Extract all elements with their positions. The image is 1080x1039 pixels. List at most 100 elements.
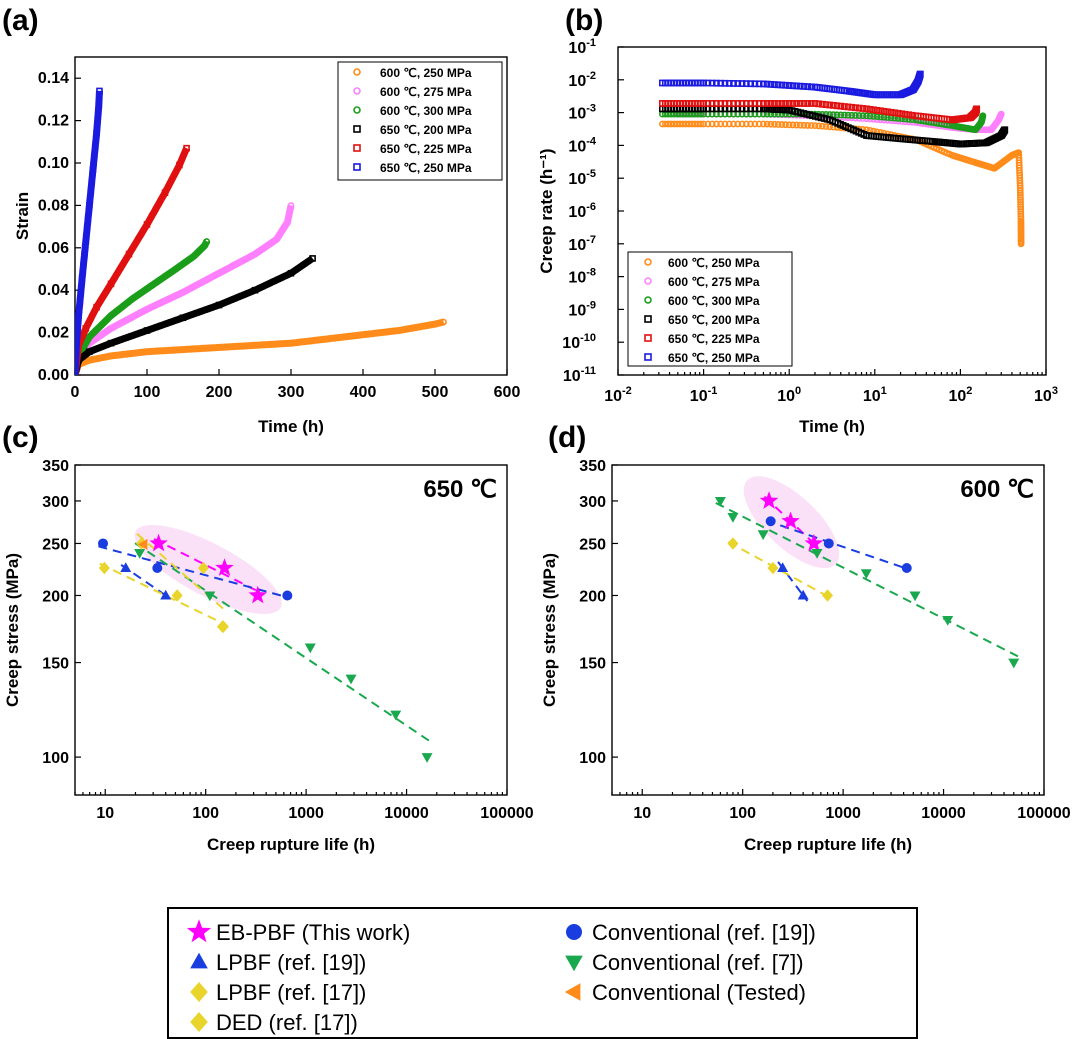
y-axis-title: Creep stress (MPa) [540, 553, 559, 707]
data-point [908, 116, 916, 123]
legend-marker [353, 125, 361, 133]
data-point [700, 79, 707, 87]
data-point [789, 121, 797, 129]
data-point [901, 110, 909, 118]
data-point [767, 80, 775, 88]
data-point [909, 591, 921, 602]
data-point [804, 83, 812, 91]
data-point [93, 303, 100, 311]
data-point [86, 202, 93, 209]
tick-label: 10-7 [568, 234, 596, 254]
data-point [774, 121, 782, 128]
y-tick-label: 150 [42, 656, 69, 673]
y-tick-label: 250 [579, 536, 606, 553]
series-2 [777, 562, 809, 600]
data-point [82, 238, 90, 245]
legend-marker [644, 353, 652, 361]
data-point [818, 122, 826, 130]
data-point [172, 265, 180, 273]
data-point [757, 530, 769, 541]
data-point [898, 110, 906, 118]
x-tick-label: 10000 [384, 805, 429, 822]
data-point [837, 102, 845, 110]
data-point [75, 312, 82, 319]
data-point [747, 80, 755, 88]
data-point [721, 100, 729, 107]
data-point [815, 100, 823, 108]
x-tick-label: 500 [422, 384, 449, 401]
trend-line-0 [153, 538, 263, 595]
y-tick-label: 250 [42, 536, 69, 553]
legend-box [167, 907, 918, 1039]
series-1 [765, 516, 912, 574]
legend-marker [190, 1012, 208, 1032]
data-point [887, 108, 895, 116]
legend-label: LPBF (ref. [19]) [216, 950, 366, 975]
data-point [774, 81, 782, 89]
data-point [149, 533, 168, 552]
data-point [866, 112, 874, 120]
series-line [75, 145, 190, 375]
data-point [93, 130, 100, 137]
series-0 [759, 491, 824, 552]
data-point [713, 79, 720, 87]
x-tick-label: 600 [494, 384, 521, 401]
data-point [760, 80, 767, 88]
panel-c: (c) 10 100 1000 10000 100000 100 150 200 250 300 35… [2, 421, 534, 854]
data-point [751, 100, 759, 107]
x-tick-label: 1000 [288, 805, 324, 822]
series-3 [714, 496, 1020, 669]
data-point [86, 356, 93, 364]
tick-label: 10-9 [568, 299, 596, 319]
data-point [107, 312, 115, 319]
data-point [859, 105, 867, 112]
x-tick-label: 10 [96, 805, 114, 822]
data-point [800, 121, 808, 129]
series-6 [137, 538, 148, 550]
data-point [287, 269, 295, 277]
data-point [287, 339, 295, 347]
plot-frame [74, 464, 508, 796]
y-tick-label: 300 [42, 494, 69, 511]
y-tick-label: 0.08 [38, 197, 69, 214]
data-point [778, 100, 786, 107]
data-point [755, 100, 763, 107]
data-point [742, 120, 750, 128]
legend-marker [190, 952, 208, 969]
data-point [95, 102, 103, 110]
data-point [815, 122, 823, 130]
legend-label: DED (ref. [17]) [216, 1010, 358, 1035]
x-tick-label: 10000 [921, 805, 966, 822]
legend-b: 600 ℃, 250 MPa 600 ℃, 275 MPa 600 ℃, 300 M… [627, 251, 793, 367]
data-point [767, 561, 779, 575]
x-tick-label: 100 [134, 384, 161, 401]
data-point [143, 305, 151, 313]
legend-marker [186, 919, 212, 943]
data-point [901, 563, 912, 574]
legend-marker [353, 106, 361, 114]
tick-label: 103 [1034, 385, 1058, 405]
y-tick-label: 300 [579, 494, 606, 511]
data-point [282, 590, 293, 601]
data-point [760, 120, 767, 128]
legend-marker [644, 334, 652, 342]
data-point [973, 105, 981, 113]
data-point [217, 620, 229, 633]
data-point [841, 103, 848, 110]
data-area [658, 70, 1025, 248]
data-point [107, 325, 115, 332]
data-point [714, 496, 726, 507]
data-point [782, 81, 789, 89]
data-point [78, 274, 86, 281]
data-point [742, 100, 750, 107]
data-point [747, 120, 755, 128]
data-point [747, 100, 755, 107]
y-tick-label: 100 [42, 750, 69, 767]
tick-label: 10-10 [562, 332, 596, 352]
data-point [852, 104, 859, 112]
data-point [833, 102, 841, 110]
data-point [98, 561, 110, 575]
highlight-ellipse [134, 524, 282, 614]
data-point [811, 122, 819, 130]
